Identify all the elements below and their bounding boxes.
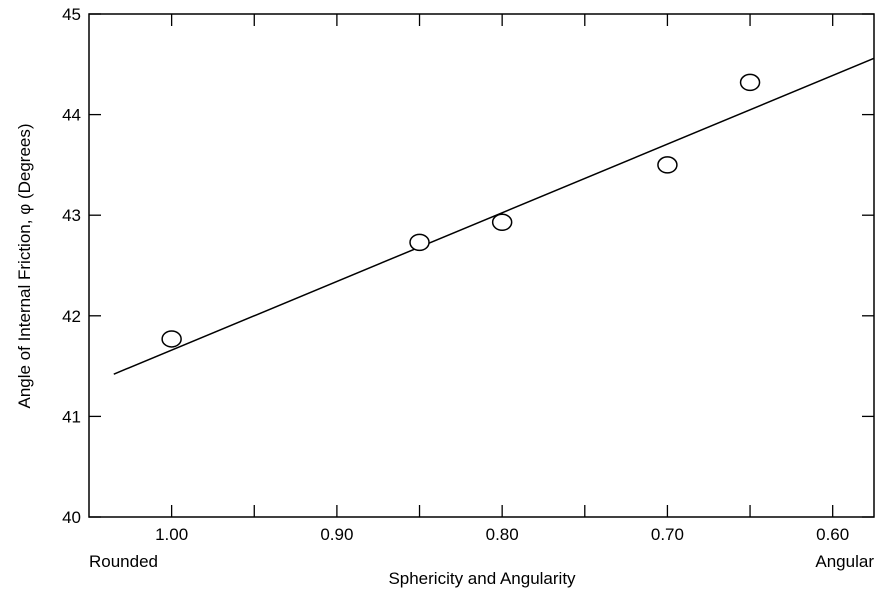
x-tick-label: 0.80 bbox=[486, 525, 519, 544]
y-tick-label: 44 bbox=[62, 106, 81, 125]
y-tick-label: 42 bbox=[62, 307, 81, 326]
fit-line bbox=[113, 57, 875, 375]
x-tick-label: 0.70 bbox=[651, 525, 684, 544]
data-point bbox=[491, 213, 513, 231]
x-left-end-label: Rounded bbox=[89, 552, 158, 571]
x-tick-label: 1.00 bbox=[155, 525, 188, 544]
data-point bbox=[657, 156, 678, 174]
data-point bbox=[409, 233, 430, 252]
x-right-end-label: Angular bbox=[815, 552, 874, 571]
axis-tick-labels: 1.00 0.90 0.80 0.70 0.60 40 41 42 43 44 45 bbox=[62, 5, 849, 544]
plot-frame bbox=[88, 13, 875, 518]
x-tick-label: 0.60 bbox=[816, 525, 849, 544]
data-point bbox=[739, 73, 761, 92]
x-axis-title: Sphericity and Angularity bbox=[388, 569, 576, 588]
y-tick-label: 43 bbox=[62, 206, 81, 225]
y-tick-label: 40 bbox=[62, 508, 81, 527]
data-point bbox=[161, 330, 182, 348]
y-tick-label: 45 bbox=[62, 5, 81, 24]
data-points bbox=[161, 73, 761, 348]
x-tick-label: 0.90 bbox=[320, 525, 353, 544]
y-axis-title: Angle of Internal Friction, φ (Degrees) bbox=[15, 123, 34, 408]
y-tick-label: 41 bbox=[62, 407, 81, 426]
axis-ticks bbox=[89, 13, 874, 518]
